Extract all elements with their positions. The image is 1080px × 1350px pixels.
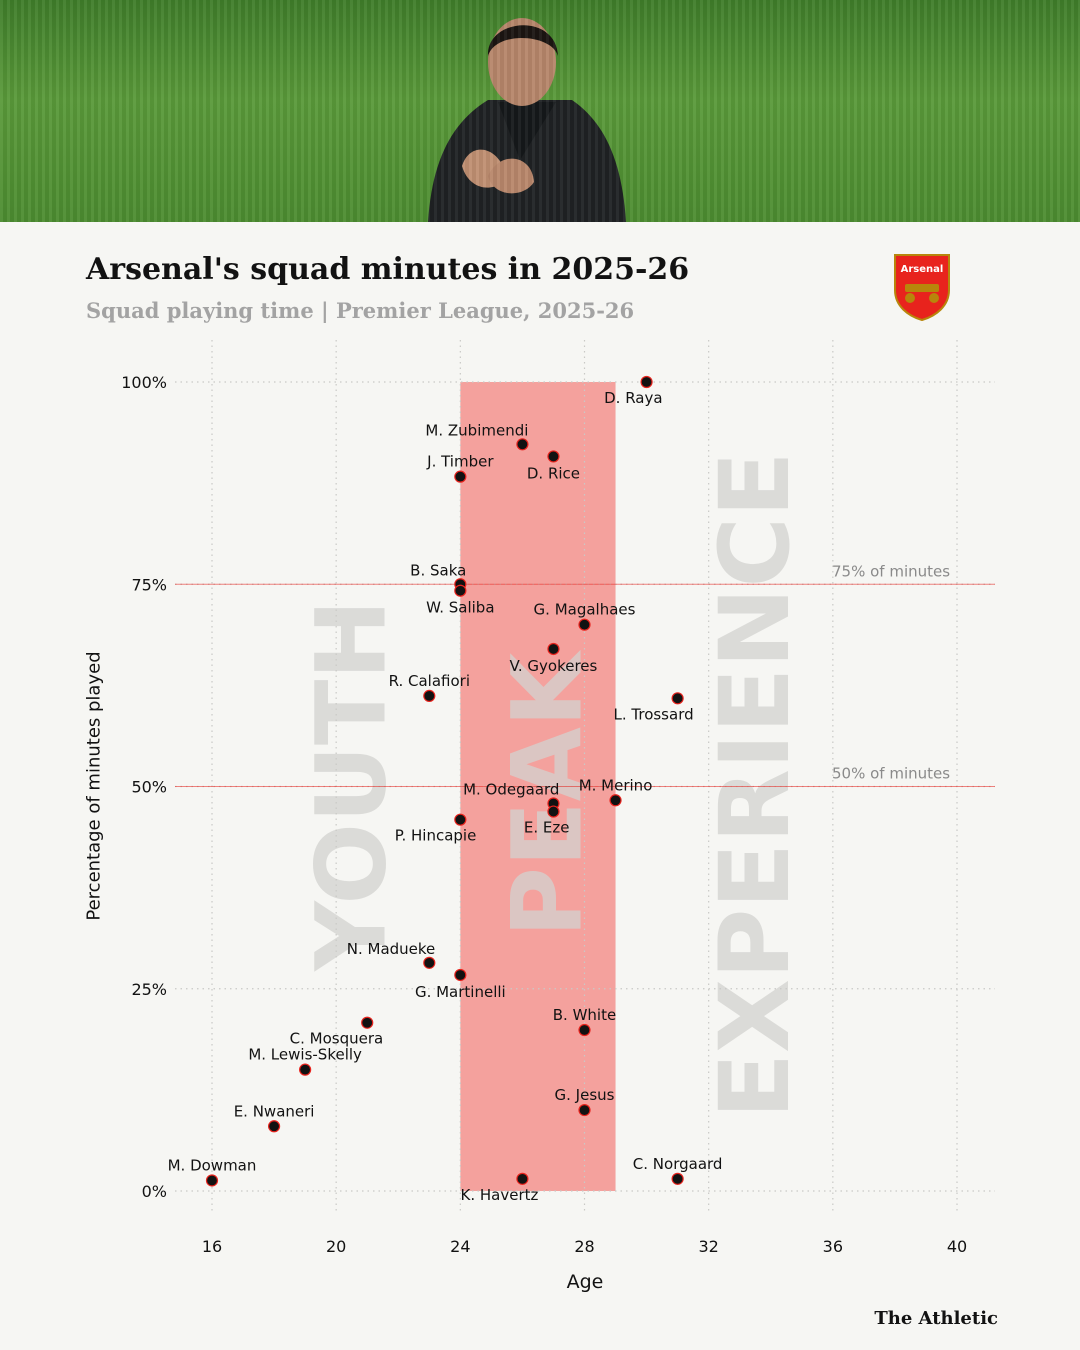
x-axis-label: Age [566, 1271, 604, 1293]
age-zone-labels: YOUTH PEAK EXPERIENCE [296, 451, 812, 1118]
point-label-b-white: B. White [553, 1006, 616, 1024]
data-point-r-calafiori [423, 689, 436, 702]
point-labels-layer: D. Raya M. Zubimendi D. Rice J. Timber B. Sa… [168, 389, 723, 1204]
chart-subtitle: Squad playing time | Premier League, 202… [86, 298, 635, 323]
point-label-m-zubimendi: M. Zubimendi [425, 421, 528, 439]
reference-lines-layer: 75% of minutes 50% of minutes [175, 562, 995, 787]
point-label-r-calafiori: R. Calafiori [389, 672, 470, 690]
point-label-m-lewis-skelly: M. Lewis-Skelly [248, 1046, 362, 1064]
point-label-e-nwaneri: E. Nwaneri [234, 1102, 315, 1120]
reference-label-75: 75% of minutes [832, 562, 950, 580]
data-point-e-nwaneri [267, 1120, 281, 1133]
axis-ticks-layer: 16 20 24 28 32 36 40 0% 25% 50% 75% 100% [121, 373, 967, 1256]
point-label-g-martinelli: G. Martinelli [415, 983, 506, 1001]
data-point-g-magalhaes [578, 618, 591, 631]
data-point-b-white [578, 1023, 591, 1037]
point-label-w-saliba: W. Saliba [426, 599, 494, 617]
point-label-l-trossard: L. Trossard [614, 705, 694, 723]
point-label-g-jesus: G. Jesus [555, 1086, 615, 1104]
point-label-g-magalhaes: G. Magalhaes [534, 601, 636, 619]
data-point-n-madueke [423, 956, 436, 969]
the-athletic-logo: The Athletic [874, 1308, 998, 1329]
data-points-layer [205, 375, 684, 1187]
data-point-v-gyokeres [547, 642, 560, 656]
point-label-p-hincapie: P. Hincapie [395, 827, 477, 845]
point-label-v-gyokeres: V. Gyokeres [510, 657, 598, 675]
data-point-d-raya [640, 375, 653, 389]
point-label-b-saka: B. Saka [410, 561, 466, 579]
data-point-m-merino [609, 794, 622, 807]
header-photo [0, 0, 1080, 222]
data-point-e-eze [547, 805, 560, 818]
point-label-n-madueke: N. Madueke [347, 940, 436, 958]
data-point-j-timber [454, 470, 467, 483]
x-tick-label: 24 [450, 1237, 470, 1256]
data-point-m-zubimendi [516, 438, 529, 451]
point-label-d-rice: D. Rice [527, 464, 580, 482]
data-point-w-saliba [454, 584, 467, 597]
data-point-g-martinelli [454, 968, 467, 982]
x-tick-label: 16 [202, 1237, 222, 1256]
point-label-c-mosquera: C. Mosquera [290, 1030, 384, 1048]
point-label-m-odegaard: M. Odegaard [463, 780, 559, 798]
y-tick-label: 100% [121, 373, 167, 392]
x-tick-label: 40 [947, 1237, 967, 1256]
x-tick-label: 20 [326, 1237, 346, 1256]
data-point-g-jesus [578, 1103, 591, 1117]
reference-label-50: 50% of minutes [832, 765, 950, 783]
point-label-c-norgaard: C. Norgaard [633, 1155, 723, 1173]
data-point-m-dowman [205, 1174, 219, 1187]
y-axis-label: Percentage of minutes played [83, 651, 105, 921]
x-tick-label: 28 [574, 1237, 594, 1256]
data-point-d-rice [547, 450, 560, 463]
point-label-e-eze: E. Eze [524, 819, 570, 837]
data-point-m-lewis-skelly [299, 1063, 312, 1076]
y-tick-label: 25% [131, 980, 167, 999]
zone-label-peak: PEAK [491, 649, 603, 937]
x-tick-label: 32 [698, 1237, 718, 1256]
zone-label-youth: YOUTH [296, 599, 408, 971]
chart-title: Arsenal's squad minutes in 2025-26 [86, 252, 690, 287]
zone-label-experience: EXPERIENCE [699, 451, 811, 1118]
point-label-k-havertz: K. Havertz [461, 1186, 539, 1204]
data-point-l-trossard [671, 692, 684, 705]
data-point-k-havertz [516, 1172, 529, 1185]
data-point-c-norgaard [671, 1172, 684, 1185]
point-label-m-dowman: M. Dowman [168, 1156, 257, 1174]
point-label-m-merino: M. Merino [579, 776, 653, 794]
y-tick-label: 0% [142, 1182, 167, 1201]
x-tick-label: 36 [823, 1237, 843, 1256]
crest-text: Arsenal [901, 264, 944, 275]
arsenal-crest-logo: Arsenal [894, 254, 950, 322]
point-label-j-timber: J. Timber [426, 453, 494, 471]
data-point-p-hincapie [454, 813, 467, 826]
y-tick-label: 75% [131, 575, 167, 594]
y-tick-label: 50% [131, 778, 167, 797]
point-label-d-raya: D. Raya [604, 389, 662, 407]
data-point-c-mosquera [361, 1016, 374, 1029]
